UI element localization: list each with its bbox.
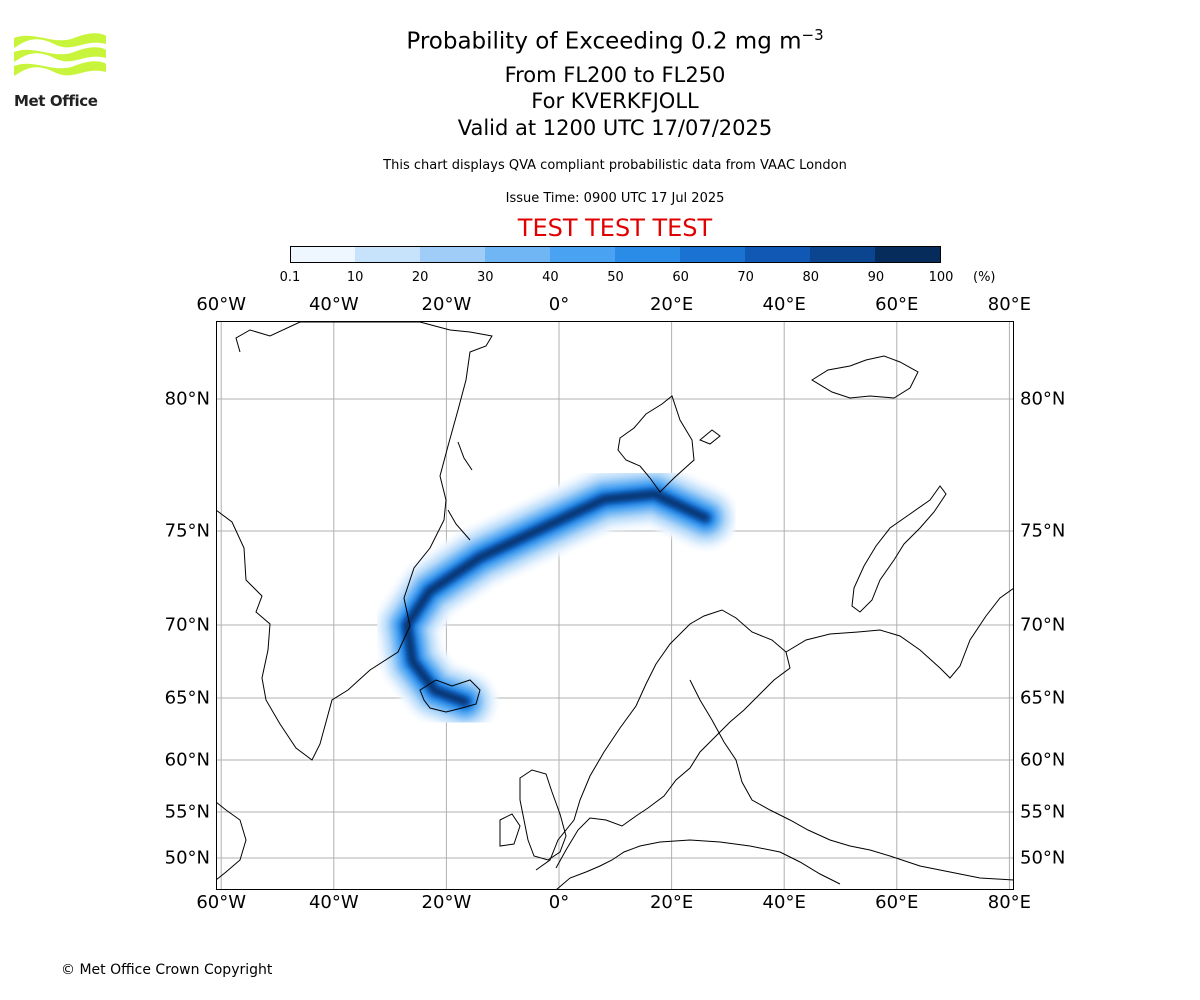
- coastlines: [216, 321, 1014, 890]
- valid-time: Valid at 1200 UTC 17/07/2025: [457, 116, 773, 140]
- colorbar-bin-0: [291, 247, 355, 262]
- colorbar-tick-label: 50: [607, 270, 624, 285]
- colorbar-tick-label: 80: [802, 270, 820, 285]
- coastline-segment-2: [617, 395, 695, 493]
- plume-layer-9: [405, 492, 707, 704]
- chart-description: This chart displays QVA compliant probab…: [383, 158, 847, 173]
- latitude-label-right: 80°N: [1020, 388, 1066, 410]
- coastline-segment-3: [699, 429, 721, 445]
- latitude-label-right: 70°N: [1020, 614, 1066, 636]
- longitude-label-bottom: 40°E: [762, 892, 806, 913]
- colorbar-bin-6: [680, 247, 745, 262]
- colorbar-tick-label: 70: [737, 270, 754, 285]
- chart-title: Probability of Exceeding 0.2 mg m−3: [406, 26, 824, 55]
- latitude-label-left: 60°N: [164, 749, 210, 771]
- coastline-segment-4: [811, 355, 919, 399]
- longitude-label-bottom: 0°: [548, 892, 570, 913]
- latitude-label-left: 55°N: [164, 801, 210, 823]
- coastline-segment-12: [216, 801, 247, 881]
- latitude-label-left: 50°N: [164, 847, 210, 869]
- colorbar-bin-8: [810, 247, 875, 262]
- longitude-label-bottom: 20°E: [649, 892, 694, 913]
- coastline-segment-8: [689, 679, 1014, 881]
- colorbar-bin-3: [485, 247, 550, 262]
- coastline-segment-10: [499, 813, 521, 847]
- ash-probability-plume: [375, 462, 738, 734]
- latitude-label-right: 50°N: [1020, 847, 1066, 869]
- colorbar-unit: (%): [973, 270, 996, 285]
- copyright-notice: © Met Office Crown Copyright: [61, 962, 273, 978]
- longitude-label-top: 40°E: [762, 294, 806, 315]
- longitude-label-bottom: 40°W: [308, 892, 359, 913]
- longitude-label-top: 40°W: [308, 294, 359, 315]
- coastline-segment-5: [851, 485, 947, 613]
- latitude-label-left: 65°N: [164, 687, 210, 709]
- colorbar-bin-7: [745, 247, 810, 262]
- issue-time: Issue Time: 0900 UTC 17 Jul 2025: [505, 191, 725, 206]
- colorbar-tick-label: 90: [867, 270, 885, 285]
- coastline-segment-11: [555, 839, 841, 890]
- coastline-segment-7: [785, 587, 1014, 679]
- met-office-logo-text: Met Office: [14, 92, 98, 110]
- coastline-segment-1: [419, 679, 481, 713]
- flight-level-range: From FL200 to FL250: [504, 63, 726, 87]
- longitude-label-bottom: 60°E: [875, 892, 919, 913]
- latitude-label-left: 70°N: [164, 614, 210, 636]
- colorbar-tick-label: 0.1: [279, 270, 301, 285]
- colorbar-tick-label: 60: [672, 270, 689, 285]
- coastline-segment-13: [457, 441, 473, 471]
- longitude-label-top: 60°W: [196, 294, 247, 315]
- colorbar-tick-label: 30: [477, 270, 494, 285]
- latitude-label-right: 65°N: [1020, 687, 1066, 709]
- colorbar-tick-label: 100: [928, 270, 954, 285]
- colorbar-tick-label: 40: [542, 270, 559, 285]
- colorbar-bin-1: [355, 247, 420, 262]
- latitude-label-right: 60°N: [1020, 749, 1066, 771]
- longitude-label-top: 80°E: [987, 294, 1032, 315]
- longitude-label-top: 20°W: [421, 294, 472, 315]
- colorbar-bin-2: [420, 247, 485, 262]
- test-banner: TEST TEST TEST: [517, 214, 713, 242]
- colorbar-bin-5: [615, 247, 680, 262]
- latitude-label-right: 75°N: [1020, 520, 1066, 542]
- coastline-segment-14: [447, 509, 471, 541]
- coastline-segment-0: [216, 321, 493, 761]
- met-office-logo: [14, 33, 106, 76]
- map-frame: [216, 321, 1014, 890]
- volcano-name: For KVERKFJOLL: [531, 89, 699, 113]
- longitude-label-bottom: 80°E: [987, 892, 1032, 913]
- colorbar-tick-label: 20: [411, 270, 429, 285]
- colorbar: [290, 246, 941, 263]
- latitude-label-left: 75°N: [164, 520, 210, 542]
- longitude-label-top: 20°E: [649, 294, 694, 315]
- latitude-label-right: 55°N: [1020, 801, 1066, 823]
- longitude-label-top: 60°E: [875, 294, 919, 315]
- longitude-label-bottom: 20°W: [421, 892, 472, 913]
- latitude-label-left: 80°N: [164, 388, 210, 410]
- colorbar-bin-9: [875, 247, 940, 262]
- colorbar-tick-label: 10: [346, 270, 364, 285]
- longitude-label-bottom: 60°W: [196, 892, 247, 913]
- colorbar-bin-4: [550, 247, 615, 262]
- longitude-label-top: 0°: [548, 294, 570, 315]
- coastline-segment-9: [519, 769, 567, 861]
- graticule: [216, 321, 1014, 890]
